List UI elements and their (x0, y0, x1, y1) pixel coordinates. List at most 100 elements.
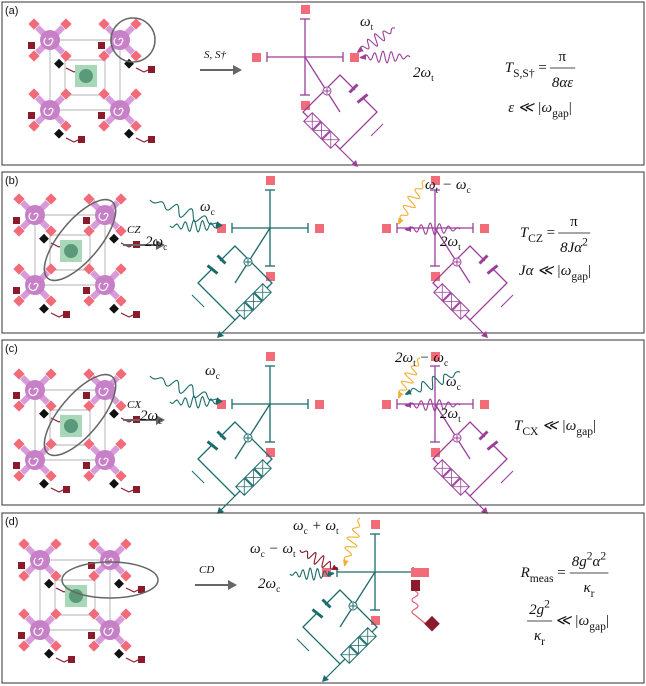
wire (469, 495, 485, 511)
superscript: 2 (582, 236, 588, 249)
qubit (40, 100, 60, 120)
math-text: 2ωt​ − ωc​ (395, 350, 448, 369)
math-run: T (505, 60, 515, 76)
coupler (109, 408, 119, 419)
flux-line (18, 562, 25, 569)
squid-x (235, 478, 253, 496)
readout (50, 312, 66, 318)
pad (371, 616, 380, 625)
math-run: ω (425, 177, 436, 193)
resonator (148, 66, 155, 73)
wire (370, 123, 384, 137)
drive-arrow (405, 226, 411, 232)
math-run: 8Jα (560, 240, 583, 256)
math-run: 2g (529, 602, 545, 618)
squid-x (340, 646, 358, 664)
wire (500, 470, 514, 484)
math-text: Rmeas​ = (520, 565, 566, 585)
qubit (95, 205, 115, 225)
squid (340, 645, 359, 664)
panel-frame (1, 339, 645, 506)
drive-wave (343, 517, 361, 567)
coupler (44, 578, 54, 589)
drive-arrow (216, 223, 222, 229)
readout-end (424, 615, 440, 632)
squid-x (433, 459, 451, 477)
math-run: T (514, 418, 524, 434)
readout (135, 67, 151, 73)
pad (431, 272, 440, 281)
subscript: t (413, 359, 416, 369)
qubit (25, 450, 45, 470)
math-text: Jα ≪ |ωgap​| (519, 263, 591, 283)
coupler (109, 303, 119, 314)
squid-x (245, 469, 262, 486)
math-run: 2ω (440, 234, 458, 250)
pad (431, 448, 440, 457)
drive-arrow (405, 402, 411, 408)
math-run: − ω (265, 541, 293, 557)
flux-line (83, 217, 90, 224)
math-run: = (535, 60, 547, 76)
math-text: ωc​ (205, 363, 220, 382)
squid (244, 292, 263, 311)
math: ωc​ − ωt​ (250, 541, 296, 560)
squid (235, 477, 254, 496)
squid (312, 121, 331, 140)
squid (433, 283, 452, 302)
math-run: − ω (416, 350, 444, 366)
subscript: t (293, 550, 296, 560)
coupler (39, 478, 49, 489)
drive-arrow (328, 571, 334, 577)
gate-arrowhead (233, 65, 242, 75)
math-run: κ (534, 628, 542, 644)
math: Jα ≪ |ωgap​| (519, 263, 591, 283)
math: κr​ (583, 580, 594, 600)
arm-pad (45, 438, 57, 450)
flux-line (13, 217, 20, 224)
spiral (28, 212, 39, 221)
coupler (54, 128, 64, 139)
readout (120, 312, 136, 318)
math-run: 2ω (440, 406, 458, 422)
squid-x (313, 122, 330, 139)
math-run: | (569, 100, 572, 116)
squid-x (254, 459, 272, 477)
squid-x (359, 627, 377, 645)
pad (382, 400, 391, 409)
math-run: 8αε (552, 75, 573, 91)
math-run: | (593, 418, 596, 434)
wire (216, 430, 227, 441)
readout (55, 657, 71, 663)
readout-res (411, 580, 420, 591)
subscript: gap (571, 270, 588, 283)
subscript: t (436, 186, 439, 196)
superscript: 2 (600, 550, 606, 563)
center-core (79, 69, 93, 83)
out-arrow (351, 160, 358, 167)
gate-arrowhead (228, 580, 237, 590)
gate-arrowhead (156, 240, 165, 250)
math-text: ≪ |ωgap​| (555, 613, 609, 633)
math-run: π (559, 49, 567, 65)
subscript: meas (530, 572, 554, 585)
qubit (25, 380, 45, 400)
readout (50, 487, 66, 493)
readout (65, 137, 81, 143)
wire (311, 608, 324, 619)
math: 2ωc​ (140, 408, 162, 427)
math-text: π (559, 49, 567, 65)
highlight (43, 373, 117, 457)
math-run: | (606, 613, 609, 629)
pad (266, 272, 275, 281)
math: 2ωt​ (440, 234, 461, 253)
subscript: gap (552, 107, 569, 120)
math: 2ωc​ (145, 234, 167, 253)
math-text: 2ωc​ (140, 408, 162, 427)
math-text: ωc​ + ωt​ (293, 518, 339, 537)
qubit (95, 275, 115, 295)
subscript: t (431, 74, 434, 84)
panel-frame (1, 1, 645, 166)
arm-pad (50, 608, 62, 620)
subscript: c (466, 186, 470, 196)
